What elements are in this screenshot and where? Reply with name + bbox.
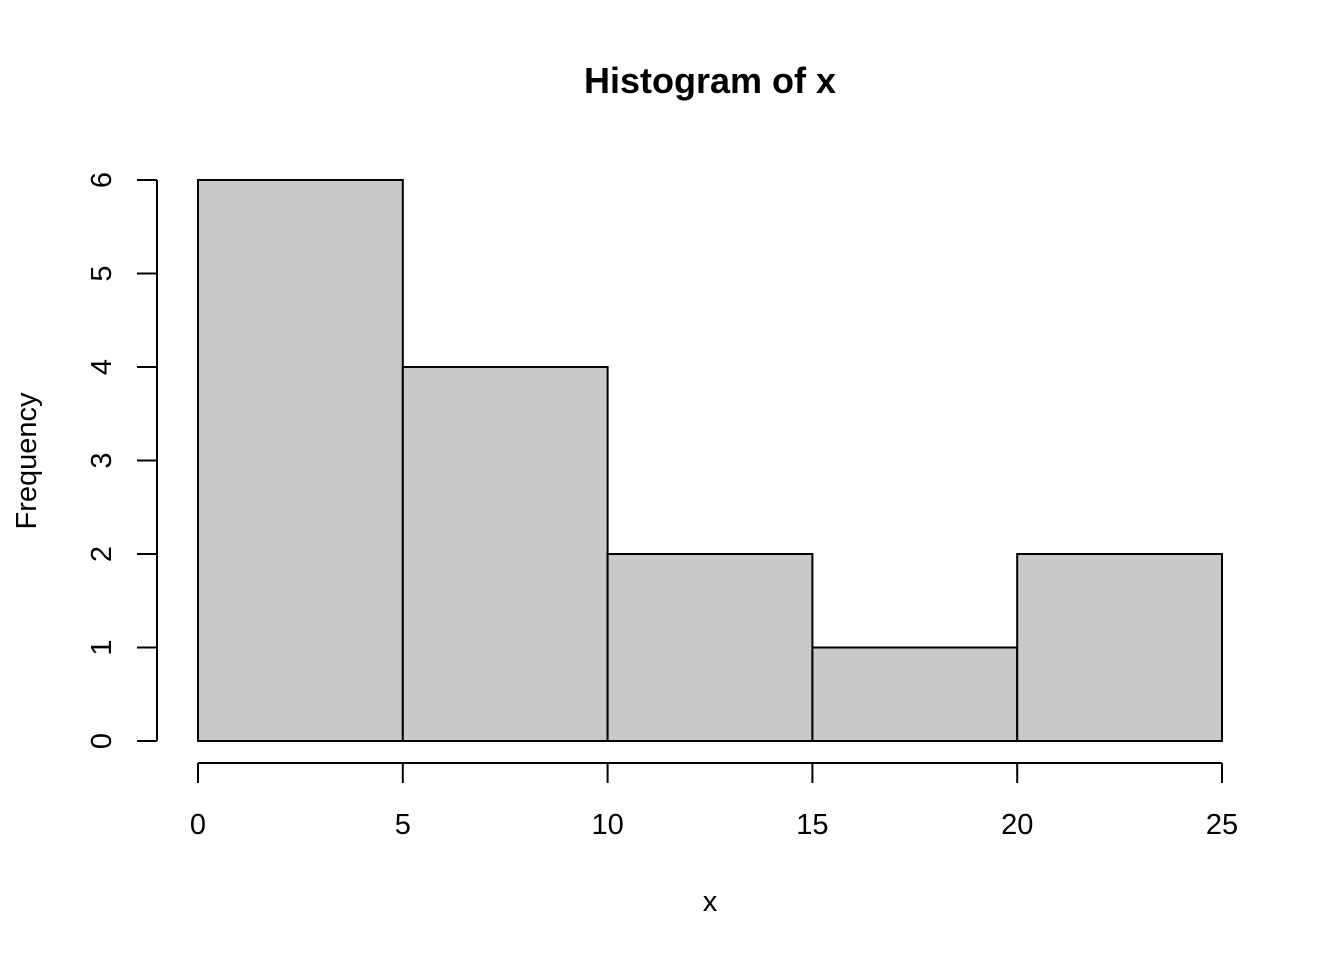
y-tick-label-3: 3	[86, 452, 118, 468]
y-tick-label-5: 5	[86, 265, 118, 281]
y-axis-label: Frequency	[11, 392, 43, 530]
y-axis: 0 1 2 3 4 5 6	[86, 172, 158, 749]
y-tick-label-6: 6	[86, 172, 118, 188]
y-tick-label-1: 1	[86, 639, 118, 655]
histogram-bar-0	[197, 179, 404, 742]
y-tick-label-2: 2	[86, 546, 118, 562]
x-tick-label-4: 20	[1001, 809, 1033, 841]
y-tick-label-0: 0	[86, 733, 118, 749]
x-axis-label: x	[703, 886, 718, 918]
histogram-bar-3	[811, 646, 1019, 742]
x-tick-label-5: 25	[1206, 809, 1238, 841]
x-tick-label-0: 0	[190, 809, 206, 841]
y-tick-label-4: 4	[86, 359, 118, 375]
bars-group	[197, 179, 1224, 742]
x-tick-label-3: 15	[796, 809, 828, 841]
x-tick-label-2: 10	[591, 809, 623, 841]
x-tick-label-1: 5	[395, 809, 411, 841]
chart-title: Histogram of x	[584, 60, 836, 101]
x-axis: 0 5 10 15 20 25	[190, 762, 1238, 841]
histogram-bar-2	[606, 553, 814, 742]
histogram-bar-4	[1016, 553, 1224, 742]
histogram-bar-1	[401, 366, 609, 742]
